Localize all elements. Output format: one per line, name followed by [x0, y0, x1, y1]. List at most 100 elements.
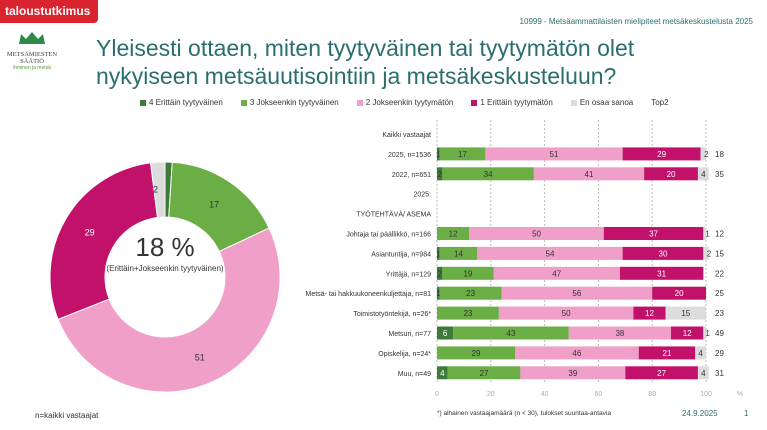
donut-label: 51	[195, 352, 205, 362]
x-tick-label: 60	[595, 391, 603, 398]
bar-segment	[671, 326, 704, 340]
donut-slice	[57, 227, 281, 393]
donut-center-value: 18 %	[135, 232, 195, 262]
base-note: n=kaikki vastaajat	[35, 411, 99, 420]
row-label: 2025:	[413, 192, 431, 199]
row-label: Yrittäjä, n=129	[386, 271, 431, 278]
bar-value-label: 56	[572, 289, 581, 298]
page-title: Yleisesti ottaen, miten tyytyväinen tai …	[96, 35, 635, 89]
bar-segment	[703, 227, 706, 240]
row-label: Asiantuntija, n=984	[371, 251, 431, 258]
donut-slice	[150, 161, 166, 219]
legend-label: 1 Erittäin tyytymätön	[480, 98, 553, 107]
bar-segment	[493, 266, 620, 280]
bar-value-label: 1	[705, 329, 710, 338]
bar-value-label: 12	[645, 309, 654, 318]
bar-value-label: 12	[683, 329, 692, 338]
bar-segment	[439, 246, 478, 260]
bar-segment	[625, 366, 698, 380]
legend-swatch	[570, 99, 577, 106]
legend-label: 2 Jokseenkin tyytymätön	[365, 98, 454, 107]
bar-segment	[638, 346, 696, 360]
top2-value: 31	[715, 369, 724, 378]
sample-note: *) alhainen vastaajamäärä (n < 30), tulo…	[437, 410, 611, 417]
bar-value-label: 50	[562, 309, 571, 318]
bar-segment	[697, 167, 709, 181]
legend-label: 3 Jokseenkin tyytyväinen	[249, 98, 339, 107]
bar-value-label: 27	[657, 369, 666, 378]
legend-swatch	[471, 99, 478, 106]
bar-segment	[442, 266, 494, 280]
bar-value-label: 41	[585, 170, 594, 179]
bar-value-label: 23	[463, 309, 472, 318]
top2-value: 35	[715, 170, 724, 179]
bar-segment	[437, 227, 470, 240]
x-tick-label: 0	[435, 391, 439, 398]
bar-value-label: 2	[437, 269, 442, 278]
bar-value-label: 29	[657, 150, 666, 159]
foundation-logo: METSÄMIESTEN SÄÄTIÖ ihminen ja metsä	[2, 30, 62, 71]
bar-value-label: 43	[507, 329, 516, 338]
row-label: Muu, n=49	[398, 371, 431, 378]
logo-name: METSÄMIESTEN SÄÄTIÖ	[6, 51, 58, 65]
bar-value-label: 17	[458, 150, 467, 159]
x-tick-label: 40	[541, 391, 549, 398]
x-unit: %	[737, 391, 743, 398]
bar-segment	[485, 147, 623, 161]
bar-segment	[437, 147, 440, 161]
top2-value: 23	[715, 309, 724, 318]
top2-value: 12	[715, 230, 724, 239]
bar-value-label: 19	[463, 269, 472, 278]
bar-segment	[437, 167, 443, 181]
legend-label: 4 Erittäin tyytyväinen	[149, 98, 223, 107]
row-label: Metsä- tai hakkuukoneenkuljettaja, n=81	[306, 291, 432, 298]
bar-value-label: 14	[454, 249, 463, 258]
donut-center: 18 % (Erittäin+Jokseenkin tyytyväinen)	[105, 232, 225, 274]
top2-value: 18	[715, 150, 724, 159]
legend-item: 1 Erittäin tyytymätön	[471, 98, 553, 107]
bar-segment	[568, 326, 672, 340]
bar-value-label: 1	[436, 249, 441, 258]
bar-segment	[622, 147, 701, 161]
date: 24.9.2025	[682, 409, 718, 418]
bar-segment	[439, 147, 486, 161]
top2-value: 29	[715, 349, 724, 358]
bar-value-label: 2	[704, 150, 709, 159]
bar-value-label: 47	[552, 269, 561, 278]
bar-value-label: 37	[649, 230, 658, 239]
bar-value-label: 27	[480, 369, 489, 378]
row-label: TYÖTEHTÄVÄ/ ASEMA	[356, 211, 431, 219]
legend-item: En osaa sanoa	[570, 98, 634, 107]
bar-segment	[619, 266, 704, 280]
legend-swatch	[356, 99, 363, 106]
top2-value: 49	[715, 329, 724, 338]
donut-label: 29	[85, 227, 95, 237]
bar-value-label: 31	[657, 269, 666, 278]
row-label: Kaikki vastaajat	[382, 132, 431, 139]
bar-value-label: 39	[568, 369, 577, 378]
top2-value: 25	[715, 289, 724, 298]
bar-value-label: 4	[698, 349, 703, 358]
bar-segment	[633, 306, 666, 320]
bar-value-label: 54	[546, 249, 555, 258]
bar-segment	[498, 306, 634, 320]
bar-value-label: 4	[701, 170, 706, 179]
bar-segment	[469, 227, 604, 240]
bar-segment	[665, 306, 706, 320]
bar-value-label: 51	[550, 150, 559, 159]
bar-segment	[515, 346, 639, 360]
bar-segment	[695, 346, 706, 360]
bar-segment	[603, 227, 704, 240]
donut-center-label: (Erittäin+Jokseenkin tyytyväinen)	[106, 264, 224, 273]
bar-segment	[437, 286, 440, 300]
row-label: 2025, n=1536	[388, 152, 431, 159]
bar-segment	[437, 246, 440, 260]
bar-segment	[520, 366, 626, 380]
bar-value-label: 4	[440, 369, 445, 378]
row-label: Johtaja tai päällikkö, n=166	[346, 232, 431, 239]
legend-label: En osaa sanoa	[579, 98, 634, 107]
bar-segment	[437, 366, 448, 380]
bar-segment	[703, 326, 706, 340]
bar-segment	[533, 167, 645, 181]
